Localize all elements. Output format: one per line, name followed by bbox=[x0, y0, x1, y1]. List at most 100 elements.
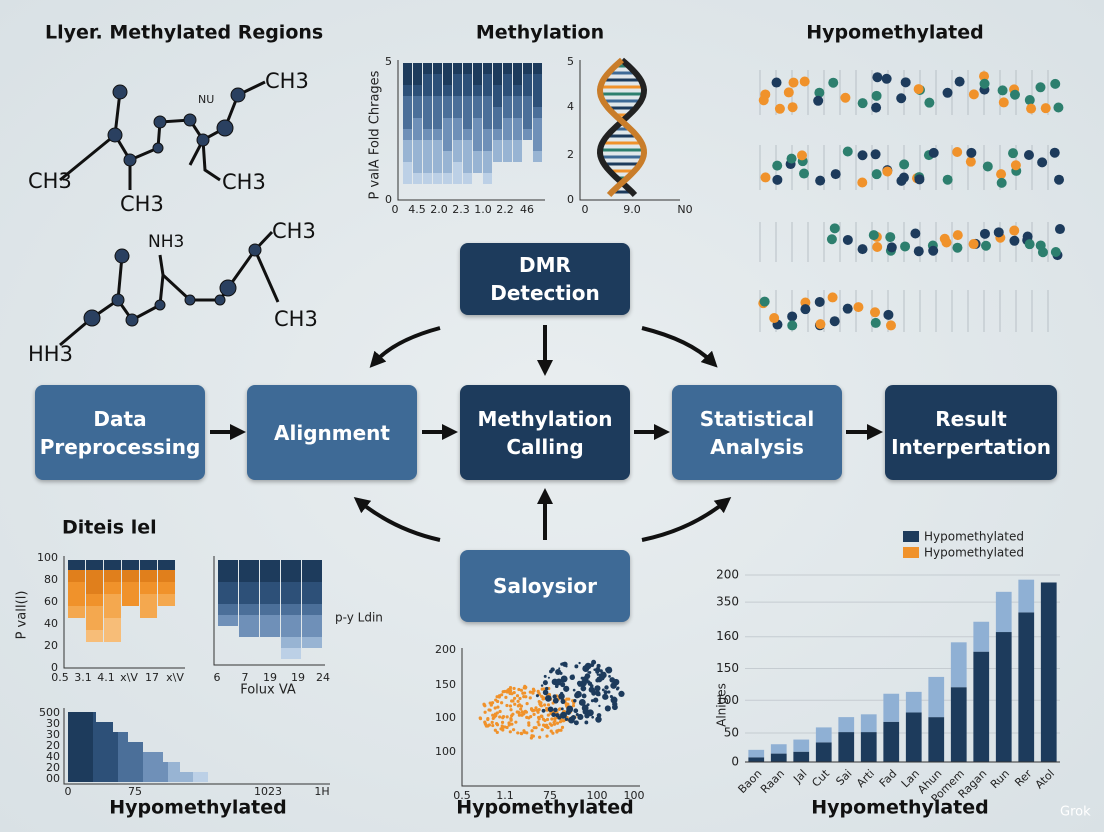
scatter-dot bbox=[546, 703, 551, 707]
bar bbox=[770, 753, 787, 762]
heat-cell bbox=[483, 63, 492, 74]
dot bbox=[760, 172, 771, 183]
scatter-dot bbox=[483, 720, 487, 724]
heat-cell bbox=[86, 630, 103, 642]
dot bbox=[979, 71, 990, 82]
scatter-dot bbox=[586, 709, 594, 717]
scatter-dot bbox=[604, 685, 609, 690]
scatter-dot bbox=[544, 695, 552, 702]
heat-cell bbox=[443, 74, 452, 85]
heat-cell bbox=[104, 630, 121, 642]
scatter-dot bbox=[584, 720, 589, 725]
heat-cell bbox=[463, 140, 472, 151]
tick-label: 100 bbox=[37, 551, 58, 564]
scatter-dot bbox=[565, 697, 569, 701]
scatter-dot bbox=[527, 721, 531, 725]
heat-cell bbox=[68, 712, 93, 722]
scatter-dot bbox=[500, 701, 504, 705]
dot bbox=[883, 309, 894, 320]
heat-cell bbox=[413, 96, 422, 107]
heat-cell bbox=[86, 582, 103, 594]
tick-label: 17 bbox=[145, 671, 159, 684]
scatter-dot bbox=[607, 690, 611, 694]
scatter-dot bbox=[537, 723, 541, 727]
tick-label: 19 bbox=[291, 671, 305, 684]
heat-cell bbox=[483, 129, 492, 140]
heat-cell bbox=[281, 571, 301, 582]
bar bbox=[905, 712, 922, 762]
dot bbox=[815, 175, 826, 186]
heat-cell bbox=[503, 85, 512, 96]
scatter-dot bbox=[486, 724, 490, 728]
heat-cell bbox=[533, 74, 542, 85]
tick-label: 100 bbox=[624, 789, 645, 802]
heat-cell bbox=[122, 560, 139, 570]
heat-cell bbox=[443, 118, 452, 129]
tick-label: 0 bbox=[582, 203, 589, 216]
heat-cell bbox=[260, 604, 280, 615]
scatter-dot bbox=[552, 720, 556, 725]
heat-cell bbox=[513, 151, 522, 162]
heat-cell bbox=[104, 606, 121, 618]
scatter-dot bbox=[574, 664, 579, 669]
scatter-dot bbox=[510, 722, 514, 726]
scatter-dot bbox=[560, 698, 565, 703]
dot bbox=[769, 313, 780, 324]
caption: Hypomethylated bbox=[456, 797, 634, 819]
scatter-dot bbox=[572, 674, 575, 677]
scatter-dot bbox=[601, 688, 605, 692]
scatter-dot bbox=[513, 702, 517, 706]
heat-cell bbox=[443, 140, 452, 151]
scatter-dot bbox=[495, 711, 499, 715]
scatter-dot bbox=[496, 705, 500, 709]
axis-label: P valI(l) bbox=[15, 591, 30, 640]
tick-label: 2.3 bbox=[452, 203, 470, 216]
scatter-dot bbox=[580, 676, 584, 680]
dot bbox=[996, 177, 1007, 188]
scatter-dot bbox=[519, 704, 524, 708]
heat-cell bbox=[93, 742, 118, 752]
dot bbox=[870, 307, 881, 318]
heat-cell bbox=[443, 96, 452, 107]
heat-cell bbox=[513, 107, 522, 118]
axis-label: Alniges bbox=[715, 683, 729, 727]
caption: Hypomethylated bbox=[109, 797, 287, 819]
scatter-dot bbox=[512, 696, 517, 700]
scatter-dot bbox=[530, 707, 534, 712]
tick-label: 3.1 bbox=[74, 671, 92, 684]
dot bbox=[840, 92, 851, 103]
heat-cell bbox=[104, 594, 121, 606]
heat-cell bbox=[140, 594, 157, 606]
heat-cell bbox=[281, 582, 301, 593]
scatter-dot bbox=[557, 715, 562, 720]
bar bbox=[770, 744, 787, 754]
tick-label: 150 bbox=[435, 678, 456, 691]
scatter-dot bbox=[501, 715, 506, 719]
dot bbox=[786, 153, 797, 164]
heat-cell bbox=[239, 626, 259, 637]
heat-cell bbox=[239, 560, 259, 571]
dot bbox=[813, 95, 824, 106]
scatter-dot bbox=[497, 694, 502, 698]
scatter-dot bbox=[531, 691, 535, 695]
heat-cell bbox=[443, 107, 452, 118]
scatter-dot bbox=[566, 705, 574, 713]
heat-cell bbox=[86, 560, 103, 570]
y-tick-label: 350 bbox=[716, 595, 739, 609]
heat-cell bbox=[122, 594, 139, 606]
heat-cell bbox=[423, 63, 432, 74]
heat-cell bbox=[93, 752, 118, 762]
heat-cell bbox=[218, 571, 238, 582]
heat-cell bbox=[239, 604, 259, 615]
heat-cell bbox=[493, 96, 502, 107]
dot bbox=[787, 320, 798, 331]
axis-label: p-y Ldin bbox=[335, 611, 383, 625]
heat-cell bbox=[463, 74, 472, 85]
scatter-dot bbox=[584, 673, 591, 679]
tick-label: 40 bbox=[46, 750, 60, 763]
x-tick-label: Baon bbox=[736, 767, 765, 796]
heat-cell bbox=[473, 85, 482, 96]
dot bbox=[981, 240, 992, 251]
heat-cell bbox=[68, 606, 85, 618]
